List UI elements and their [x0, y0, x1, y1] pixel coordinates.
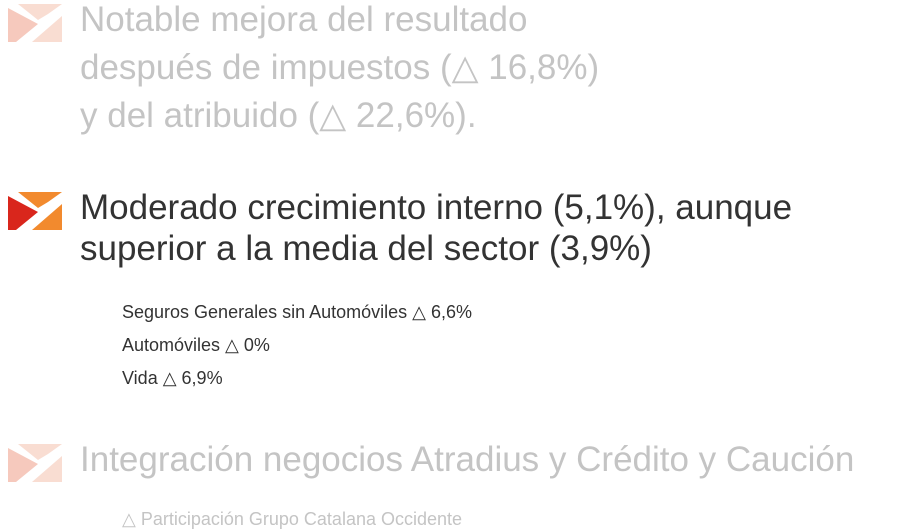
sub-item: △ Participación Grupo Catalana Occidente	[122, 509, 463, 529]
bullet-text: Integración negocios Atradius y Crédito …	[80, 440, 855, 479]
sub-item: Seguros Generales sin Automóviles △ 6,6%	[122, 302, 473, 322]
sub-item: Vida △ 6,9%	[122, 368, 223, 388]
bullet-text: después de impuestos (△ 16,8%)	[80, 48, 600, 87]
bullet-text: y del atribuido (△ 22,6%).	[80, 96, 477, 135]
bullet-text: Notable mejora del resultado	[80, 0, 528, 39]
bullet-text: Moderado crecimiento interno (5,1%), aun…	[80, 188, 793, 227]
bullet-icon	[8, 192, 62, 230]
bullet-icon	[8, 444, 62, 482]
sub-item: Automóviles △ 0%	[122, 335, 270, 355]
bullet-text: superior a la media del sector (3,9%)	[80, 229, 652, 268]
bullet-icon	[8, 4, 62, 42]
